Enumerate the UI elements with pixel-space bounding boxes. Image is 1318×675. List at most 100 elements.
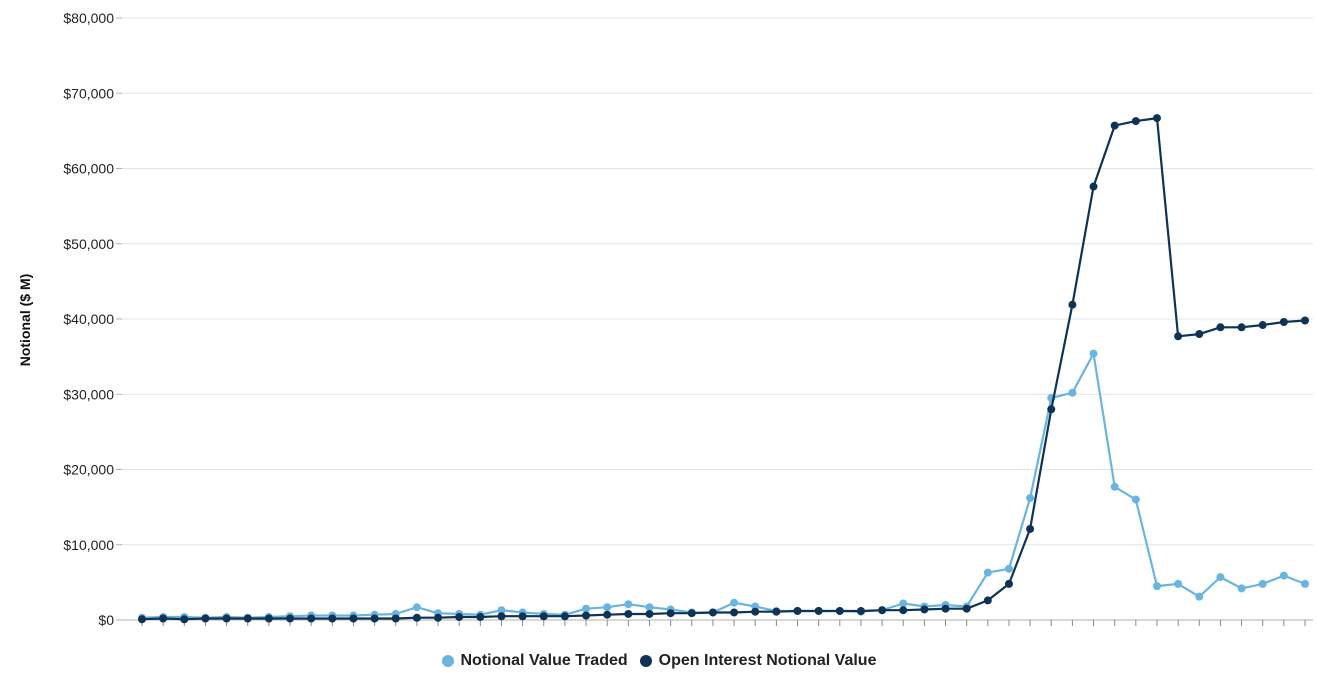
data-point[interactable] xyxy=(1258,321,1267,330)
data-point[interactable] xyxy=(1068,388,1077,397)
data-point[interactable] xyxy=(1110,121,1119,130)
data-point[interactable] xyxy=(1131,495,1140,504)
series-open-interest-notional-value xyxy=(138,114,1309,624)
data-point[interactable] xyxy=(370,614,379,623)
y-tick-label: $60,000 xyxy=(63,161,114,177)
data-point[interactable] xyxy=(645,609,654,618)
data-point[interactable] xyxy=(264,614,273,623)
data-point[interactable] xyxy=(243,614,252,623)
data-point[interactable] xyxy=(286,614,295,623)
data-point[interactable] xyxy=(497,606,506,615)
data-point[interactable] xyxy=(434,613,443,622)
data-point[interactable] xyxy=(138,615,146,624)
y-tick-label: $30,000 xyxy=(63,386,114,402)
data-point[interactable] xyxy=(1152,114,1161,123)
data-point[interactable] xyxy=(983,568,992,577)
y-tick-label: $70,000 xyxy=(63,85,114,101)
data-point[interactable] xyxy=(1004,564,1013,573)
data-point[interactable] xyxy=(1089,182,1098,191)
data-point[interactable] xyxy=(899,606,908,615)
legend: Notional Value Traded Open Interest Noti… xyxy=(0,652,1318,670)
data-point[interactable] xyxy=(1068,300,1077,309)
data-point[interactable] xyxy=(328,614,337,623)
data-point[interactable] xyxy=(856,606,865,615)
data-point[interactable] xyxy=(307,614,316,623)
data-point[interactable] xyxy=(476,612,485,621)
data-point[interactable] xyxy=(730,608,739,617)
data-point[interactable] xyxy=(560,612,569,621)
data-point[interactable] xyxy=(1026,524,1035,533)
y-tick-label: $10,000 xyxy=(63,537,114,553)
data-point[interactable] xyxy=(666,609,675,618)
data-point[interactable] xyxy=(1110,482,1119,491)
data-point[interactable] xyxy=(878,606,887,615)
data-point[interactable] xyxy=(624,609,633,618)
data-point[interactable] xyxy=(412,603,421,612)
data-point[interactable] xyxy=(603,603,612,612)
data-point[interactable] xyxy=(1131,117,1140,126)
data-point[interactable] xyxy=(222,614,231,623)
data-point[interactable] xyxy=(1152,582,1161,591)
data-point[interactable] xyxy=(1279,318,1288,327)
data-point[interactable] xyxy=(793,606,802,615)
data-point[interactable] xyxy=(772,607,781,616)
data-point[interactable] xyxy=(455,612,464,621)
data-point[interactable] xyxy=(603,610,612,619)
legend-marker-icon xyxy=(639,655,652,667)
data-point[interactable] xyxy=(687,609,696,618)
data-point[interactable] xyxy=(645,603,654,612)
data-point[interactable] xyxy=(1279,571,1288,580)
series-line xyxy=(141,352,1306,619)
data-point[interactable] xyxy=(751,607,760,616)
data-point[interactable] xyxy=(1301,579,1309,588)
data-point[interactable] xyxy=(1237,584,1246,593)
data-point[interactable] xyxy=(1004,579,1013,588)
data-point[interactable] xyxy=(835,606,844,615)
data-point[interactable] xyxy=(412,613,421,622)
legend-item-notional-value-traded[interactable]: Notional Value Traded xyxy=(441,652,628,670)
data-point[interactable] xyxy=(539,612,548,621)
data-point[interactable] xyxy=(159,614,168,623)
series-layer xyxy=(138,114,1309,624)
data-point[interactable] xyxy=(920,605,929,614)
data-point[interactable] xyxy=(1216,323,1225,332)
data-point[interactable] xyxy=(962,604,971,613)
y-axis-title: Notional ($ M) xyxy=(17,274,33,367)
data-point[interactable] xyxy=(518,612,527,621)
y-axis-ticks: $0 $10,000 $20,000 $30,000 $40,000 $50,000 $60… xyxy=(63,10,122,628)
legend-item-open-interest-notional-value[interactable]: Open Interest Notional Value xyxy=(639,652,877,670)
data-point[interactable] xyxy=(349,614,358,623)
legend-label: Notional Value Traded xyxy=(460,652,628,669)
y-tick-label: $50,000 xyxy=(63,236,114,252)
data-point[interactable] xyxy=(391,614,400,623)
data-point[interactable] xyxy=(1195,330,1204,339)
data-point[interactable] xyxy=(1237,323,1246,332)
data-point[interactable] xyxy=(1174,332,1183,341)
data-point[interactable] xyxy=(1301,316,1309,325)
data-point[interactable] xyxy=(1216,573,1225,582)
legend-marker-icon xyxy=(441,655,454,667)
data-point[interactable] xyxy=(1026,494,1035,503)
data-point[interactable] xyxy=(814,606,823,615)
series-notional-value-traded xyxy=(138,349,1309,622)
data-point[interactable] xyxy=(201,614,210,623)
data-point[interactable] xyxy=(899,599,908,608)
data-point[interactable] xyxy=(582,611,591,620)
data-point[interactable] xyxy=(180,615,189,624)
data-point[interactable] xyxy=(708,608,717,617)
data-point[interactable] xyxy=(1258,579,1267,588)
data-point[interactable] xyxy=(983,596,992,605)
data-point[interactable] xyxy=(582,604,591,613)
data-point[interactable] xyxy=(624,600,633,609)
y-tick-label: $40,000 xyxy=(63,311,114,327)
data-point[interactable] xyxy=(1047,405,1056,414)
legend-label: Open Interest Notional Value xyxy=(658,652,877,669)
data-point[interactable] xyxy=(1089,349,1098,358)
data-point[interactable] xyxy=(1174,579,1183,588)
data-point[interactable] xyxy=(497,612,506,621)
data-point[interactable] xyxy=(941,604,950,613)
data-point[interactable] xyxy=(730,598,739,607)
y-tick-label: $20,000 xyxy=(63,462,114,478)
data-point[interactable] xyxy=(1195,592,1204,601)
